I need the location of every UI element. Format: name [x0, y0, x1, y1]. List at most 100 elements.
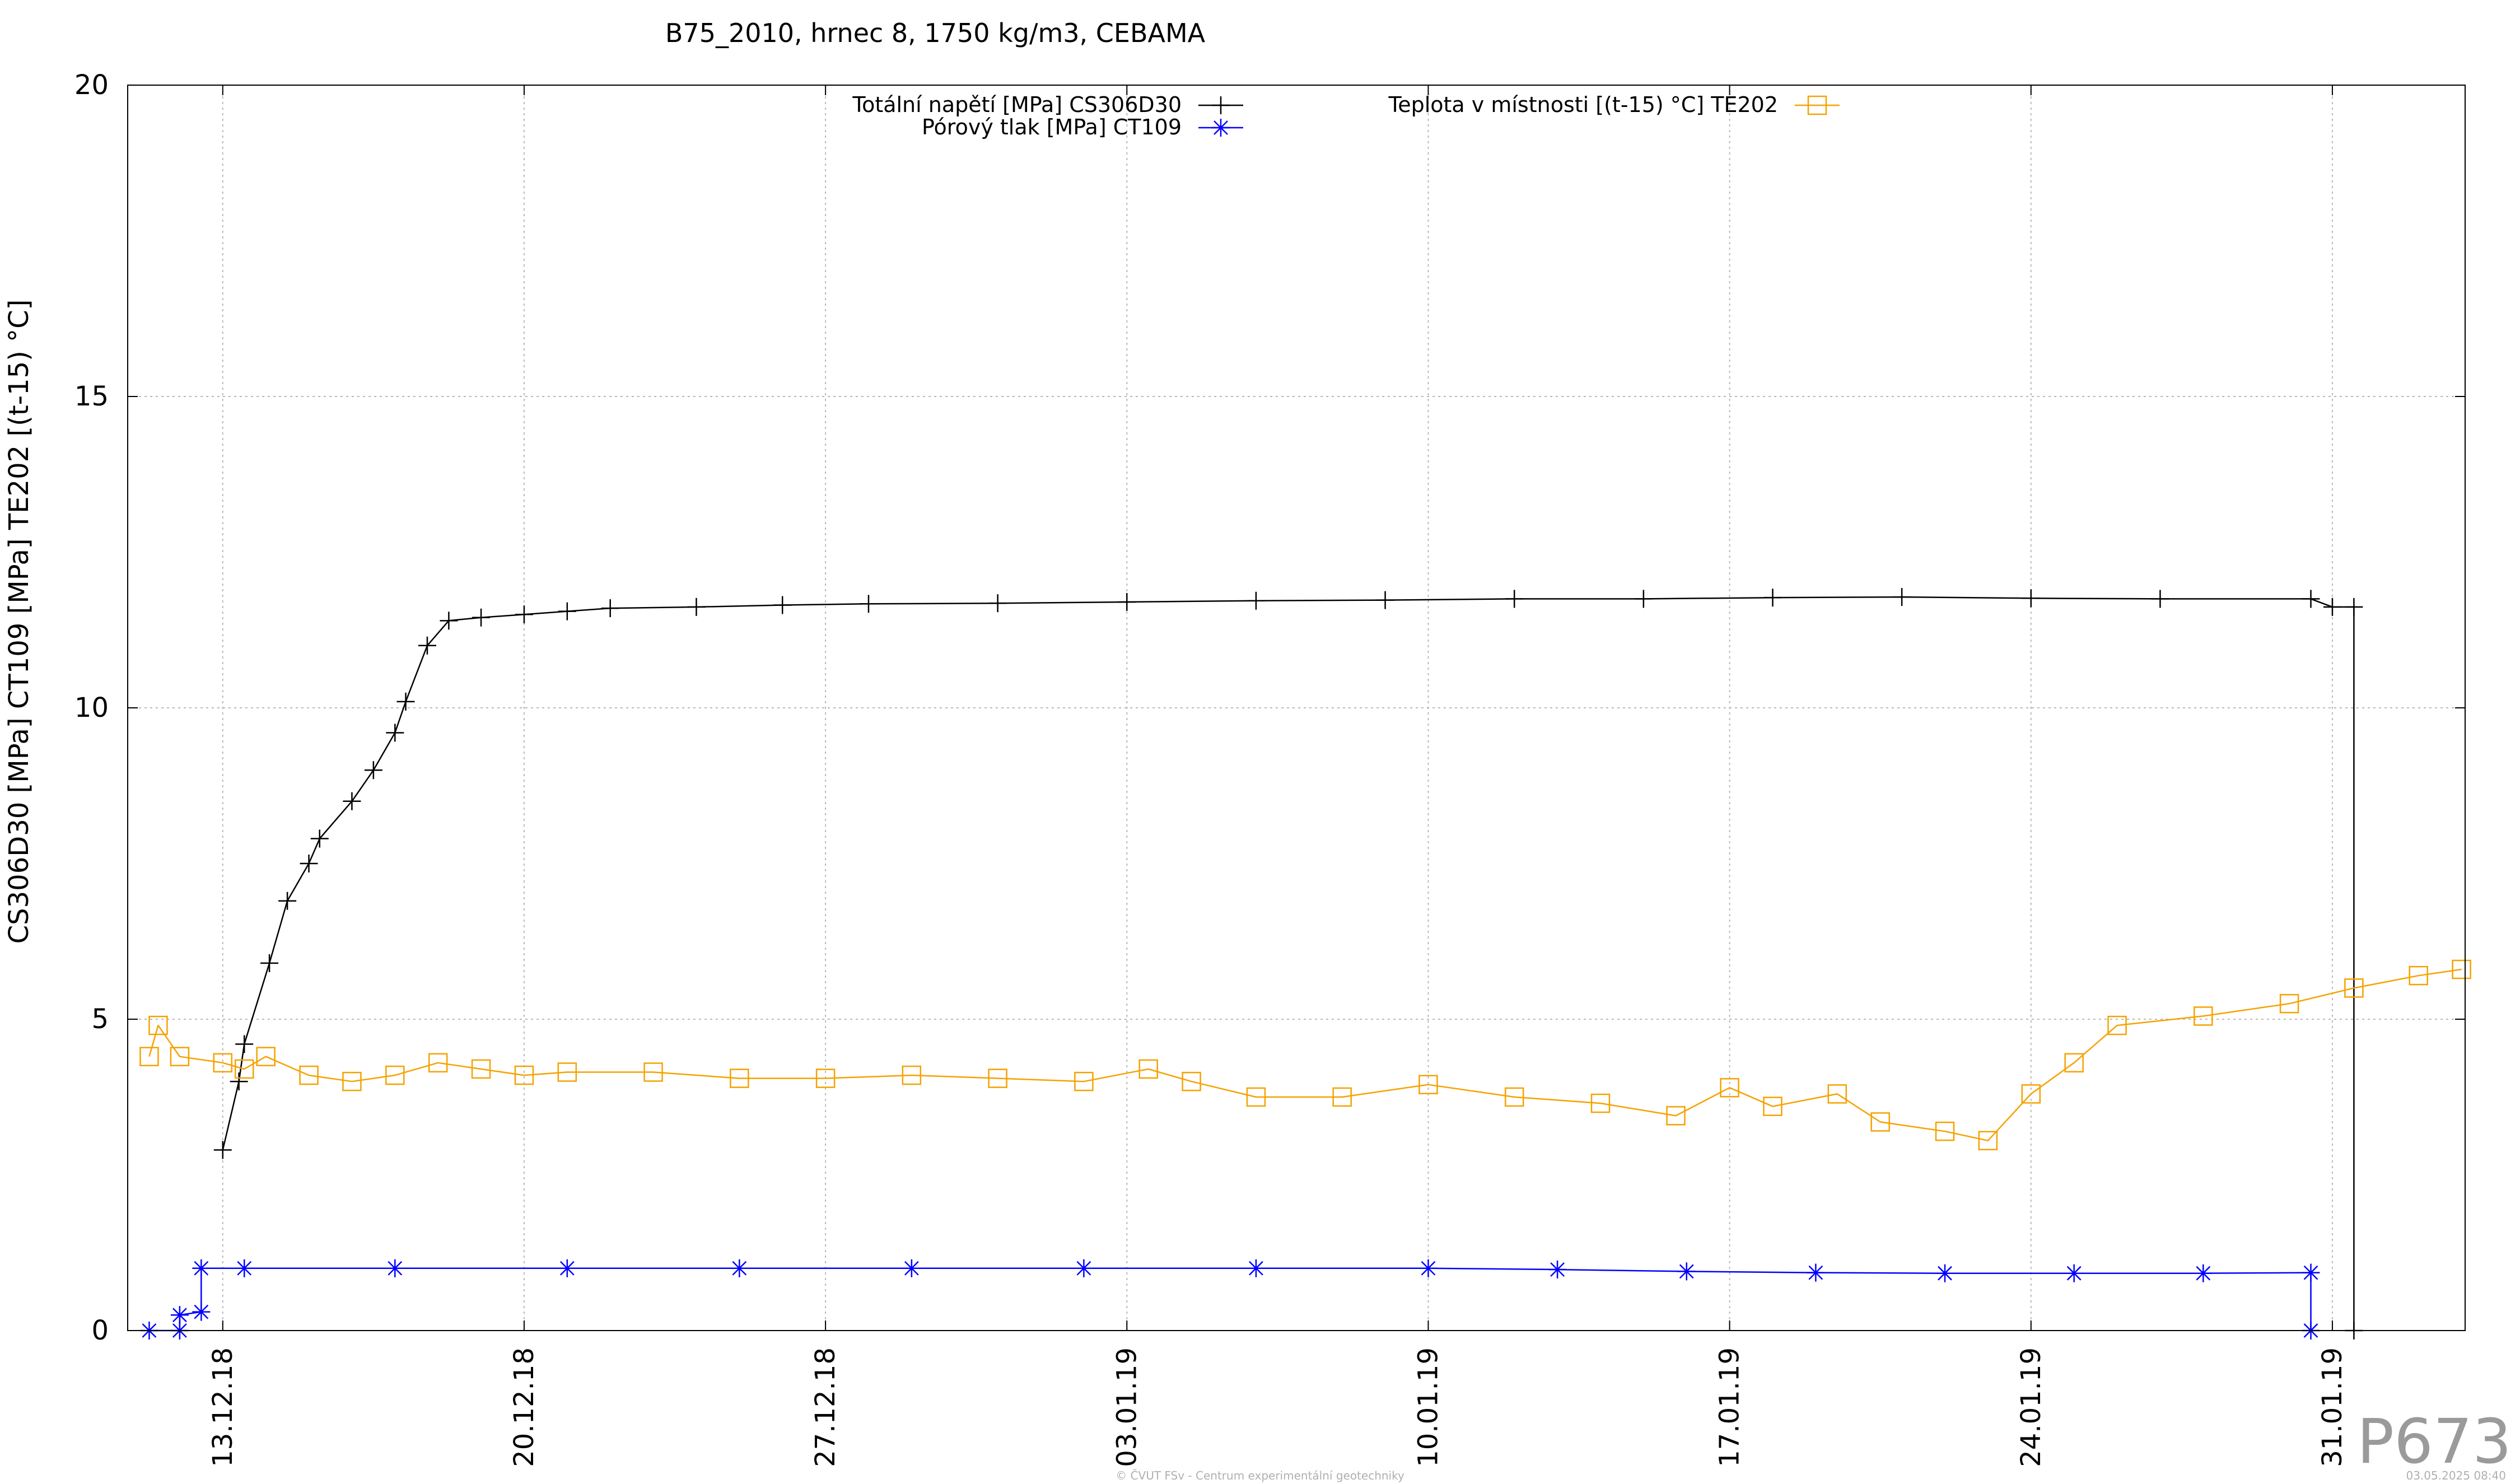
- data-point: [440, 612, 458, 630]
- data-point: [687, 598, 706, 616]
- data-point: [988, 1068, 1007, 1088]
- data-point: [1418, 1075, 1438, 1095]
- x-tick-label: 24.01.19: [2015, 1347, 2047, 1467]
- data-point: [1074, 1071, 1094, 1091]
- data-point: [2279, 993, 2299, 1014]
- footer-copyright: © ČVUT FSv - Centrum experimentální geot…: [1116, 1469, 1404, 1482]
- grid: [128, 85, 2465, 1331]
- data-point: [643, 1062, 663, 1082]
- legend-item: Teplota v místnosti [(t-15) °C] TE202: [1388, 92, 1840, 117]
- data-point: [1807, 1263, 1825, 1282]
- watermark: P673: [2357, 1406, 2512, 1477]
- data-point: [213, 1141, 232, 1159]
- data-point: [278, 892, 297, 910]
- legend-label: Pórový tlak [MPa] CT109: [922, 115, 1182, 139]
- data-point: [1419, 1259, 1438, 1277]
- x-tick-label: 03.01.19: [1111, 1347, 1142, 1467]
- y-axis-label: CS306D30 [MPa] CT109 [MPa] TE202 [(t-15)…: [3, 300, 35, 944]
- data-point: [234, 1059, 254, 1079]
- series-line: [222, 596, 2355, 1331]
- y-tick-label: 5: [91, 1004, 109, 1035]
- data-point: [2064, 1053, 2084, 1073]
- data-point: [1376, 591, 1394, 609]
- data-point: [1935, 1121, 1955, 1141]
- data-point: [2323, 598, 2341, 616]
- data-point: [1504, 1087, 1524, 1107]
- data-point: [2344, 978, 2364, 998]
- legend-swatch-marker: [1212, 119, 1230, 137]
- data-point: [902, 1259, 921, 1277]
- data-point: [2302, 590, 2320, 608]
- data-point: [557, 1062, 577, 1082]
- data-point: [235, 1259, 254, 1277]
- data-point: [1936, 1264, 1954, 1282]
- data-point: [1763, 1096, 1782, 1116]
- data-point: [2151, 590, 2169, 608]
- x-tick-label: 20.12.18: [508, 1347, 540, 1467]
- data-point: [385, 1065, 405, 1085]
- data-point: [386, 1259, 404, 1277]
- x-tick-label: 27.12.18: [810, 1347, 841, 1467]
- footer-timestamp: 03.05.2025 08:40: [2406, 1469, 2506, 1482]
- data-point: [256, 1047, 276, 1066]
- data-point: [396, 692, 415, 711]
- data-point: [418, 636, 436, 655]
- legend-label: Totální napětí [MPa] CS306D30: [852, 92, 1182, 117]
- data-point: [472, 608, 491, 627]
- x-tick-label: 31.01.19: [2317, 1347, 2348, 1467]
- data-point: [192, 1303, 211, 1321]
- data-point: [2065, 1264, 2083, 1282]
- data-point: [514, 1065, 534, 1085]
- data-point: [815, 1068, 836, 1088]
- data-point: [1247, 1259, 1265, 1277]
- data-point: [1827, 1084, 1847, 1104]
- data-point: [310, 829, 329, 848]
- data-point: [1118, 592, 1136, 611]
- series-2: [140, 1259, 2320, 1340]
- y-tick-label: 10: [74, 692, 109, 724]
- data-point: [1870, 1112, 1890, 1132]
- data-point: [2345, 598, 2363, 616]
- series-3: [139, 959, 2471, 1151]
- data-point: [515, 605, 533, 624]
- legend-label: Teplota v místnosti [(t-15) °C] TE202: [1388, 92, 1778, 117]
- data-point: [2022, 589, 2040, 608]
- data-point: [859, 595, 878, 613]
- data-point: [1634, 590, 1653, 608]
- data-point: [2107, 1015, 2127, 1035]
- data-point: [558, 602, 576, 620]
- data-point: [902, 1065, 922, 1085]
- data-point: [2409, 965, 2428, 986]
- data-point: [139, 1047, 159, 1066]
- chart-title: B75_2010, hrnec 8, 1750 kg/m3, CEBAMA: [665, 18, 1206, 48]
- data-point: [1138, 1059, 1158, 1079]
- y-tick-label: 20: [74, 69, 109, 101]
- x-tick-label: 10.01.19: [1412, 1347, 1444, 1467]
- data-point: [558, 1259, 576, 1277]
- data-point: [1666, 1106, 1686, 1126]
- data-point: [1978, 1131, 1998, 1151]
- data-point: [1720, 1078, 1739, 1098]
- data-point: [230, 1072, 248, 1091]
- data-point: [1182, 1071, 1201, 1091]
- legend-item: Pórový tlak [MPa] CT109: [922, 115, 1243, 139]
- data-point: [1548, 1261, 1567, 1279]
- series-1: [213, 588, 2363, 1340]
- data-point: [192, 1259, 211, 1277]
- data-point: [1075, 1259, 1093, 1277]
- x-tick-label: 17.01.19: [1714, 1347, 1746, 1467]
- data-point: [213, 1053, 233, 1073]
- data-point: [988, 594, 1007, 613]
- data-point: [601, 599, 619, 618]
- data-point: [148, 1015, 168, 1035]
- data-point: [1505, 590, 1524, 608]
- data-point: [1246, 1087, 1266, 1107]
- data-point: [364, 761, 382, 780]
- axis-ticks: 0 5 10 15 20 13.12.18 20.12.18 27.12.18 03.01.19…: [74, 69, 2465, 1467]
- data-point: [170, 1047, 190, 1066]
- y-tick-label: 15: [74, 381, 109, 412]
- series-line: [148, 968, 2462, 1142]
- x-tick-label: 13.12.18: [207, 1347, 239, 1467]
